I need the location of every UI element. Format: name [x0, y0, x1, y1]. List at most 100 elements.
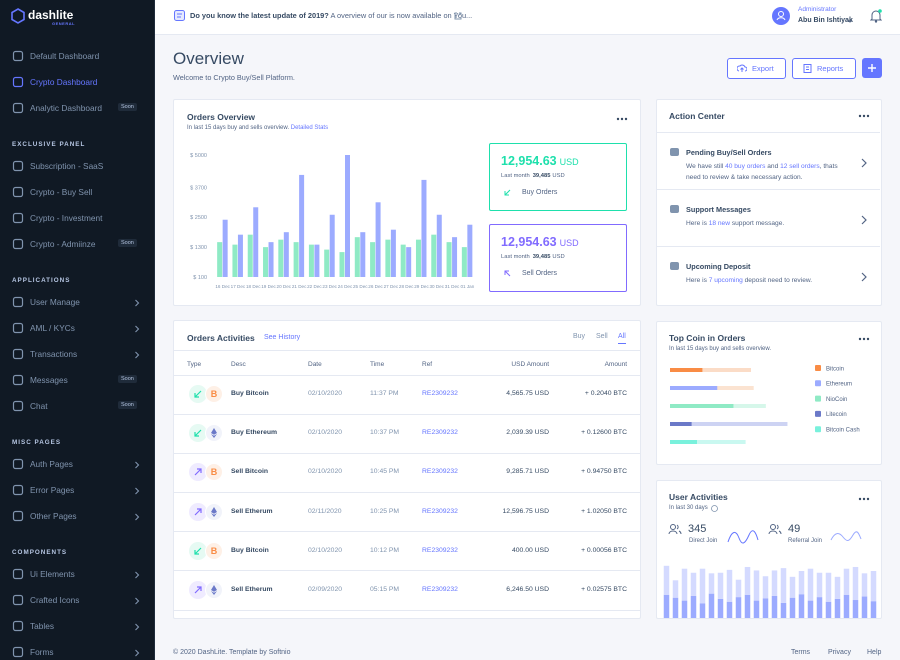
time: 11:37 PM — [370, 390, 399, 397]
x-tick-label: 29 Dec — [414, 284, 429, 289]
button-label: Reports — [817, 64, 844, 73]
menu-item[interactable]: Default Dashboard — [0, 46, 154, 66]
x-tick-label: 16 Dec — [215, 284, 230, 289]
bar — [232, 244, 238, 277]
arrow — [194, 547, 202, 555]
notice[interactable]: Do you know the latest update of 2019? A… — [190, 11, 472, 20]
time: 10:45 PM — [370, 468, 400, 476]
action-link[interactable]: 40 buy orders — [725, 163, 766, 170]
menu-item[interactable]: Auth Pages — [0, 454, 154, 474]
menu-item[interactable]: Other Pages — [0, 506, 154, 526]
bar — [299, 174, 305, 277]
action-chevron — [861, 158, 867, 168]
menu-item[interactable]: Messages Soon — [0, 370, 154, 390]
stat-last: Last month 39,485 USD — [501, 173, 565, 179]
more-menu[interactable] — [858, 497, 870, 501]
bar — [780, 568, 787, 603]
menu-arrow — [135, 299, 140, 307]
menu-label: Tables — [30, 621, 54, 631]
action-link[interactable]: 12 sell orders — [780, 163, 820, 170]
legend-label: NioCoin — [826, 397, 847, 403]
table-rule — [174, 452, 640, 454]
bar — [253, 207, 259, 277]
last-label: Last month — [501, 173, 530, 179]
more-menu[interactable] — [858, 337, 870, 341]
legend-swatch — [815, 380, 821, 387]
more-menu[interactable] — [616, 117, 628, 121]
sidebar-section-title: COMPONENTS — [12, 549, 68, 556]
menu-label: Transactions — [30, 349, 78, 359]
stat-last: Last month 39,485 USD — [501, 254, 565, 260]
bar-primary — [670, 404, 734, 408]
export-button[interactable]: Export — [727, 58, 786, 79]
ref[interactable]: RE2309232 — [422, 468, 458, 476]
export-icon — [737, 64, 747, 72]
bar — [744, 594, 751, 618]
menu-badge: Soon — [118, 239, 137, 247]
stat-label[interactable]: Buy Orders — [522, 189, 558, 196]
unit: USD — [559, 238, 579, 248]
footer-link[interactable]: Help — [867, 649, 882, 656]
ref[interactable]: RE2309232 — [422, 586, 458, 593]
menu-item[interactable]: Subscription - SaaS — [0, 156, 154, 176]
action-link[interactable]: 7 upcoming — [708, 277, 743, 284]
icon-shape — [12, 76, 24, 88]
usd-amount: 6,246.50 USD — [506, 586, 549, 593]
time: 10:12 PM — [370, 546, 400, 554]
menu-item[interactable]: User Manage — [0, 292, 154, 312]
action-items: Pending Buy/Sell Orders We have still 40 … — [656, 132, 882, 304]
amount: 12,954.63 — [501, 154, 557, 168]
bell-icon[interactable] — [870, 9, 882, 23]
action-link[interactable]: 18 new — [708, 220, 730, 227]
menu-item[interactable]: AML / KYCs — [0, 318, 154, 338]
menu-item[interactable]: Transactions — [0, 344, 154, 364]
menu-item[interactable]: Crypto - Admiinze Soon — [0, 234, 154, 254]
stat-label[interactable]: Sell Orders — [522, 270, 558, 277]
detail-link[interactable]: Detailed Stats — [290, 125, 329, 131]
bar — [314, 244, 320, 277]
tab[interactable]: Sell — [596, 333, 608, 340]
bar — [324, 249, 330, 277]
ref[interactable]: RE2309232 — [422, 429, 458, 437]
user-name[interactable]: Abu Bin Ishtiyak — [798, 17, 853, 24]
history-link[interactable]: See History — [264, 334, 301, 341]
menu-item[interactable]: Crypto - Investment — [0, 208, 154, 228]
ref[interactable]: RE2309232 — [422, 390, 458, 397]
footer-link[interactable]: Privacy — [828, 649, 851, 656]
action-item[interactable]: Upcoming Deposit Here is 7 upcoming depos… — [656, 246, 880, 304]
menu-badge: Soon — [118, 401, 137, 409]
menu-item[interactable]: Forms — [0, 642, 154, 660]
footer-link[interactable]: Terms — [791, 649, 811, 656]
menu-item[interactable]: Error Pages — [0, 480, 154, 500]
menu-item[interactable]: Chat Soon — [0, 396, 154, 416]
menu-item[interactable]: Tables — [0, 616, 154, 636]
menu-icon — [12, 238, 24, 250]
menu-item[interactable]: Crafted Icons — [0, 590, 154, 610]
ref[interactable]: RE2309232 — [422, 546, 458, 554]
tab[interactable]: Buy — [573, 333, 586, 340]
user-chevron — [847, 19, 853, 23]
menu-item[interactable]: Ui Elements — [0, 564, 154, 584]
bar — [375, 202, 381, 277]
reports-button[interactable]: Reports — [792, 58, 856, 79]
legend-swatch — [815, 395, 821, 402]
bar — [699, 568, 706, 604]
bar — [780, 602, 787, 618]
icon-shape — [12, 646, 24, 658]
avatar[interactable] — [772, 7, 790, 25]
action-text: We have still 40 buy orders and 12 sell … — [686, 161, 854, 183]
bar — [816, 597, 823, 618]
more-menu[interactable] — [858, 114, 870, 118]
x-tick-label: 31 Dec — [445, 284, 460, 289]
bar — [717, 572, 724, 599]
date: 02/10/2020 — [308, 546, 343, 554]
menu-item[interactable]: Crypto - Buy Sell — [0, 182, 154, 202]
action-item[interactable]: Pending Buy/Sell Orders We have still 40 … — [656, 132, 880, 190]
menu-item[interactable]: Crypto Dashboard — [0, 72, 154, 92]
action-item[interactable]: Support Messages Here is 18 new support m… — [656, 189, 880, 247]
menu-item[interactable]: Analytic Dashboard Soon — [0, 98, 154, 118]
add-button[interactable] — [862, 58, 882, 78]
action-text-part: support message. — [729, 220, 785, 227]
ref[interactable]: RE2309232 — [422, 507, 458, 515]
tab[interactable]: All — [618, 333, 626, 344]
